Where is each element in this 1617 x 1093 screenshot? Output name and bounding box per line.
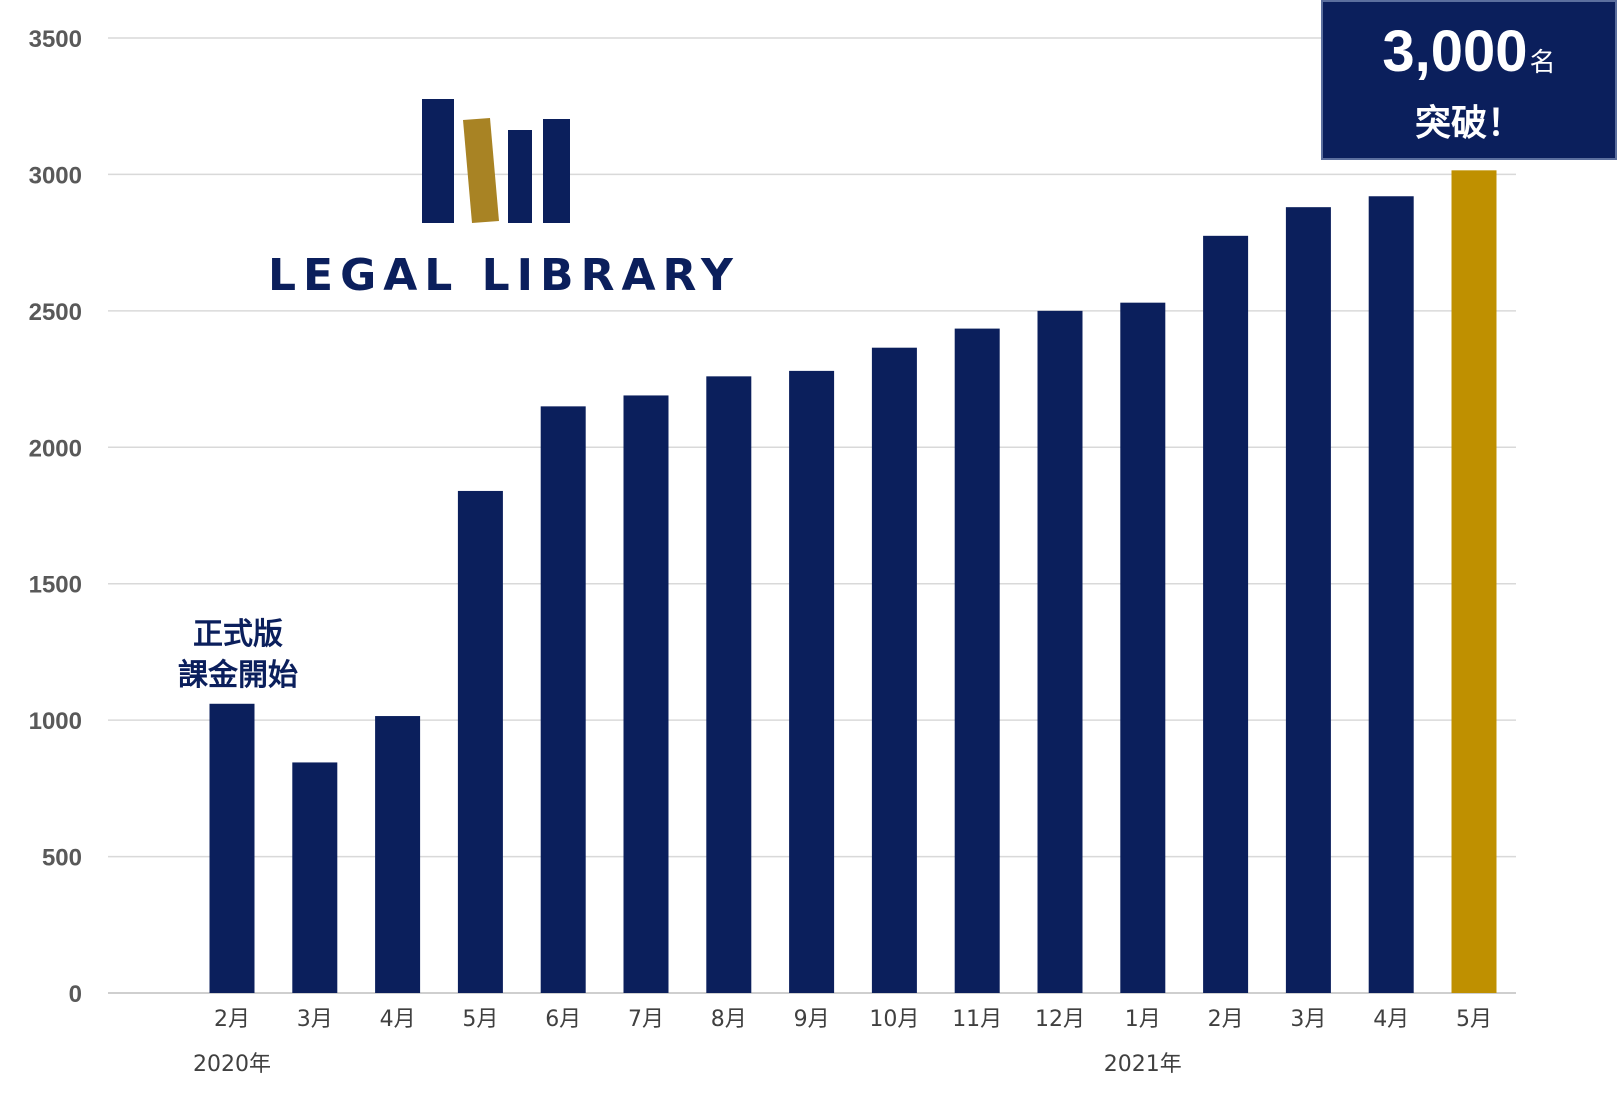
x-tick-label: 9月 [794,1007,830,1032]
bar [292,762,338,993]
x-tick-label: 4月 [380,1007,416,1032]
bar [1451,170,1497,994]
bar [789,370,835,993]
x-tick-label: 7月 [628,1007,664,1032]
y-tick-label: 500 [42,845,82,872]
book-4 [543,119,570,223]
y-tick-label: 0 [69,981,82,1008]
books-icon [422,99,570,223]
year-label: 2020年 [193,1052,271,1077]
x-tick-label: 3月 [1290,1007,1326,1032]
bar [1203,235,1249,994]
bar [457,490,503,993]
bar [623,395,669,993]
y-tick-label: 3500 [29,26,82,53]
book-3 [508,130,532,223]
x-tick-label: 11月 [952,1007,1002,1032]
x-tick-label: 6月 [545,1007,581,1032]
x-tick-label: 5月 [462,1007,498,1032]
year-labels: 2020年 2021年 [193,1052,1182,1077]
y-tick-label: 1000 [29,708,82,735]
callout-text: 突破！ [1414,103,1523,144]
launch-note-line2: 課金開始 [178,658,298,693]
x-tick-label: 4月 [1373,1007,1409,1032]
bar [375,716,421,993]
y-tick-label: 3000 [29,162,82,189]
year-label: 2021年 [1104,1052,1182,1077]
bar [540,406,586,993]
launch-note-line1: 正式版 [193,617,283,652]
x-tick-label: 8月 [711,1007,747,1032]
bar [209,703,255,993]
milestone-callout: 3,000名 突破！ [1321,0,1617,160]
logo: LEGAL LIBRARY [268,99,740,301]
x-tick-label: 2月 [1208,1007,1244,1032]
logo-text: LEGAL LIBRARY [268,250,740,301]
bar [871,347,917,993]
bars [209,170,1497,994]
book-2 [463,118,499,223]
callout-number: 3,000 [1382,19,1528,84]
bar [1285,207,1331,993]
y-tick-label: 2000 [29,435,82,462]
x-tick-label: 3月 [297,1007,333,1032]
y-tick-label: 2500 [29,299,82,326]
book-1 [422,99,454,223]
bar [954,328,1000,993]
x-tick-label: 2月 [214,1007,250,1032]
bar [1037,310,1083,993]
y-tick-label: 1500 [29,572,82,599]
x-tick-label: 5月 [1456,1007,1492,1032]
x-tick-label: 10月 [869,1007,919,1032]
bar [1120,302,1166,994]
bar [1368,196,1414,993]
x-tick-label: 12月 [1035,1007,1085,1032]
callout-number-line: 3,000名 [1323,20,1615,98]
y-axis-ticks: 0 500 1000 1500 2000 2500 3000 3500 [29,26,82,1008]
x-axis-ticks: 2月 3月 4月 5月 6月 7月 8月 9月 10月 11月 12月 1月 2月 3月 4月 5月 [214,1007,1492,1032]
callout-unit: 名 [1529,48,1556,78]
x-tick-label: 1月 [1125,1007,1161,1032]
bar [706,376,752,993]
